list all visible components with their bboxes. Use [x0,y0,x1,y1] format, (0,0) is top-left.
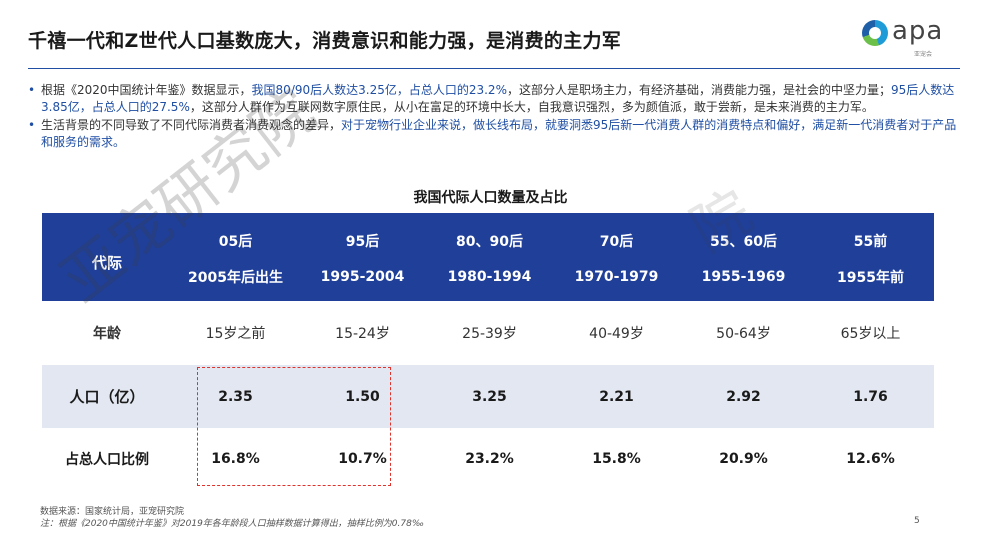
table-cell: 25-39岁 [426,301,553,365]
apa-logo: apa 亚宠会 [862,16,952,58]
table-cell: 1.76 [807,365,934,428]
bullet-list: 根据《2020中国统计年鉴》数据显示，我国80/90后人数达3.25亿，占总人口… [28,82,958,152]
table-cell: 16.8% [172,428,299,490]
table-cell: 15.8% [553,428,680,490]
generation-header: 80、90后 [426,213,553,259]
row-label: 年龄 [42,301,172,365]
logo-subtext: 亚宠会 [914,51,933,58]
header-divider [28,68,960,69]
logo-mark-icon [862,20,888,46]
row-label: 人口（亿） [42,365,172,428]
birth-years-header: 1955年前 [807,259,934,301]
bullet-text: 生活背景的不同导致了不同代际消费者消费观念的差异， [41,118,342,132]
table-cell: 12.6% [807,428,934,490]
birth-years-header: 1980-1994 [426,259,553,301]
bullet-text: ，这部分人群作为互联网数字原住民，从小在富足的环境中长大，自我意识强烈，多为颜值… [189,99,874,114]
table-row: 占总人口比例 16.8% 10.7% 23.2% 15.8% 20.9% 12.… [42,428,934,490]
bullet-text: ，这部分人是职场主力，有经济基础，消费能力强，是社会的中坚力量； [506,83,891,97]
table-subheader-row: 2005年后出生 1995-2004 1980-1994 1970-1979 1… [42,259,934,301]
table-cell: 10.7% [299,428,426,490]
footnote: 注：根据《2020中国统计年鉴》对2019年各年龄段人口抽样数据计算得出，抽样比… [40,519,425,529]
table-cell: 2.21 [553,365,680,428]
row-label: 占总人口比例 [42,428,172,490]
table-title: 我国代际人口数量及占比 [413,190,568,206]
bullet-highlight: 对于宠物行业企业来说，做长线布局，就要洞悉95后新一代消费人群的消费特点和偏好，… [41,118,957,149]
table-cell: 15-24岁 [299,301,426,365]
generation-header: 95后 [299,213,426,259]
highlight-dashed-box [197,367,391,486]
slide-header: 千禧一代和Z世代人口基数庞大，消费意识和能力强，是消费的主力军 apa 亚宠会 [0,0,981,68]
table-cell: 23.2% [426,428,553,490]
birth-years-header: 2005年后出生 [172,259,299,301]
table-cell: 65岁以上 [807,301,934,365]
birth-years-header: 1970-1979 [553,259,680,301]
slide-title: 千禧一代和Z世代人口基数庞大，消费意识和能力强，是消费的主力军 [28,30,622,52]
table-cell: 2.35 [172,365,299,428]
table-cell: 40-49岁 [553,301,680,365]
slide-footer: 数据来源：国家统计局，亚宠研究院 注：根据《2020中国统计年鉴》对2019年各… [40,506,424,530]
table-row: 年龄 15岁之前 15-24岁 25-39岁 40-49岁 50-64岁 65岁… [42,301,934,365]
table-header-row: 代际 05后 95后 80、90后 70后 55、60后 55前 [42,213,934,301]
table-cell: 20.9% [680,428,807,490]
generation-table: 代际 05后 95后 80、90后 70后 55、60后 55前 2005年后出… [42,213,934,490]
birth-years-header: 1995-2004 [299,259,426,301]
page-number: 5 [914,516,920,526]
generation-header: 70后 [553,213,680,259]
bullet-item: 生活背景的不同导致了不同代际消费者消费观念的差异，对于宠物行业企业来说，做长线布… [28,117,958,150]
table-cell: 1.50 [299,365,426,428]
table-cell: 15岁之前 [172,301,299,365]
bullet-highlight: 我国80/90后人数达3.25亿，占总人口的23.2% [251,83,507,97]
birth-years-header: 1955-1969 [680,259,807,301]
logo-wordmark: apa [892,16,944,46]
table-cell: 3.25 [426,365,553,428]
bullet-text: 根据《2020中国统计年鉴》数据显示， [41,83,252,97]
table-cell: 2.92 [680,365,807,428]
bullet-item: 根据《2020中国统计年鉴》数据显示，我国80/90后人数达3.25亿，占总人口… [28,82,958,115]
source-note: 数据来源：国家统计局，亚宠研究院 [40,507,185,517]
table-cell: 50-64岁 [680,301,807,365]
corner-header: 代际 [42,213,172,301]
generation-header: 55、60后 [680,213,807,259]
generation-header: 05后 [172,213,299,259]
table-row: 人口（亿） 2.35 1.50 3.25 2.21 2.92 1.76 [42,365,934,428]
bullet-highlight: 95后人数达3.85亿，占总人口的27.5% [41,83,955,114]
generation-header: 55前 [807,213,934,259]
